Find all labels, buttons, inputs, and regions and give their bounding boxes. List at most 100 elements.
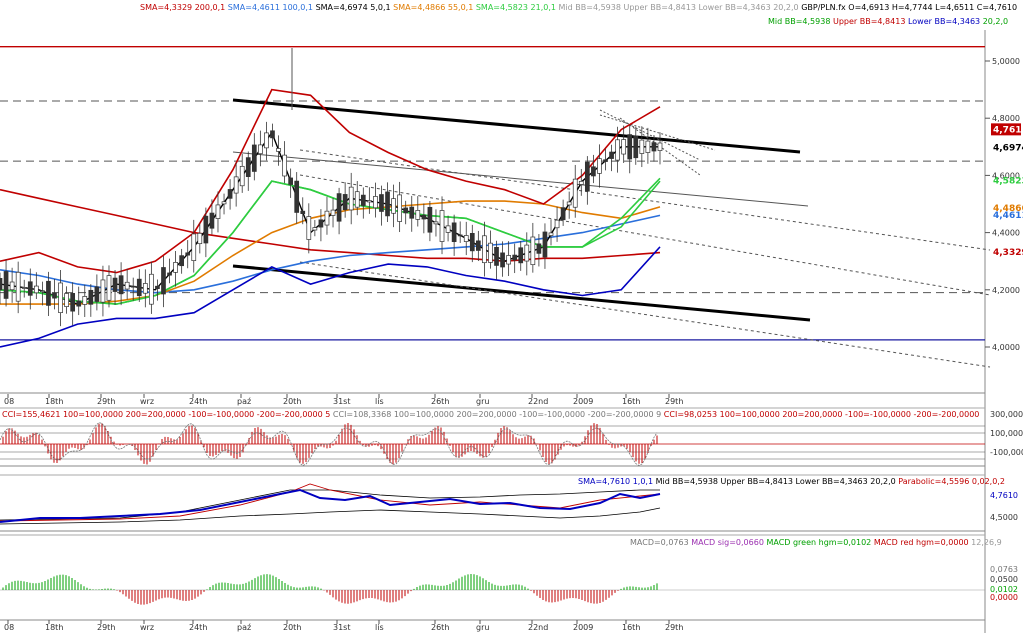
candle-body [70,293,76,312]
candle-body [251,144,257,172]
header-item-4: SMA=4,5823 21,0,1 [476,3,559,12]
x-tick-label: paź [237,623,251,632]
candle-body [130,285,136,288]
x-tick-label: lis [375,397,384,406]
overlay-axis: 4,7610 4,5000 [990,491,1018,522]
overlay-legend: SMA=4,7610 1,0,1 Mid BB=4,5938 Upper BB=… [578,477,1005,486]
macd-legend-item-4: 12,26,9 [971,538,1002,547]
candle-body [572,178,578,208]
candle-body [124,281,130,290]
candle-body [221,201,227,205]
axis-label: 300,0000 [990,410,1023,419]
candle-body [167,272,172,276]
candle-body [379,194,384,212]
candle-body [415,210,421,220]
x-tick-label: gru [476,397,489,406]
axis-label: 4,5000 [990,513,1018,522]
candle-body [52,292,57,299]
macd-panel: MACD=0,0763 MACD sig=0,0660 MACD green h… [0,534,1018,621]
candle-body [482,235,487,264]
channel-mid-line [232,151,809,207]
candle-body [276,148,281,152]
candle-body [21,287,27,289]
header-item-5: Mid BB=4,5938 Upper BB=4,8413 Lower BB=4… [559,3,802,12]
candle-body [264,132,269,149]
series-lower-bb [0,246,661,348]
fan-line-5 [599,109,701,161]
price-tag-label: 4,7610 [993,125,1023,135]
price-axis-ticks: 5,0000 4,8000 4,6000 4,4000 4,2000 4,0000 [985,57,1020,352]
overlay-legend-item-0: SMA=4,7610 1,0,1 [578,477,656,486]
candle-body [463,235,469,242]
candle-body [385,191,390,217]
channel-upper-line [232,98,801,154]
cci-line [0,422,658,466]
candle-body [239,165,245,187]
candle-body [354,191,360,208]
axis-label: 0,0500 [990,575,1018,584]
candle-body [536,243,542,254]
macd-legend: MACD=0,0763 MACD sig=0,0660 MACD green h… [630,538,1002,547]
x-tick-label: wrz [140,623,154,632]
candle-body [324,210,330,226]
candle-body [136,278,142,297]
candle-body [439,210,445,242]
candle-body [33,285,39,294]
y-tick-label: 4,8000 [992,114,1020,123]
candle-body [506,255,511,265]
overlay-upper-band [0,489,660,521]
x-tick-label: 2009 [573,397,593,406]
candle-body [336,193,342,222]
candle-body [657,142,663,151]
candle-body [391,198,396,214]
x-tick-label: 08 [4,623,14,632]
candle-body [475,240,481,251]
candle-body [639,139,645,154]
cci-histogram [2,423,658,465]
candle-body [578,180,584,185]
candle-body [9,281,15,291]
candle-body [185,252,191,256]
candle-body [106,275,112,301]
header-item-6: GBP/PLN.fx O=4,6913 H=4,7744 L=4,6511 C=… [801,3,1017,12]
y-tick-label: 4,4000 [992,229,1020,238]
candle-body [15,271,21,302]
candle-body [373,196,378,209]
x-tick-label: 31st [333,397,350,406]
candle-body [427,206,433,233]
candle-body [584,161,590,192]
candle-body [179,255,185,267]
candle-body [548,232,554,236]
x-tick-label: wrz [140,397,154,406]
candle-body [512,254,518,261]
candle-body [403,207,409,214]
candle-body [0,278,3,291]
header-bb-item-1: Upper BB=4,8413 [833,17,908,26]
candle-body [173,262,178,273]
horizontal-levels [0,46,985,341]
x-tick-label: 08 [4,397,14,406]
macd-legend-item-3: MACD red hgm=0,0000 [874,538,971,547]
x-tick-label: 24th [189,623,207,632]
macd-histogram [2,574,658,605]
price-tag-label: 4,6974 [993,144,1023,154]
price-tag-label: 4,5823 [993,176,1023,186]
x-tick-label: 29th [665,623,683,632]
candle-body [300,210,306,214]
candle-body [318,219,324,228]
x-tick-label: 16th [622,623,640,632]
cci-legend: CCI=155,4621 100=100,0000 200=200,0000 -… [2,410,979,419]
price-tag-label: 4,3329 [993,248,1023,258]
axis-label: 0,0000 [990,593,1018,602]
header-bb-item-2: Lower BB=4,3463 [908,17,983,26]
axis-label: 100,0000 [990,429,1023,438]
overlay-panel: SMA=4,7610 1,0,1 Mid BB=4,5938 Upper BB=… [0,474,1018,532]
series-sma-100-0-1 [0,214,661,294]
candle-body [100,279,106,303]
y-tick-label: 5,0000 [992,57,1020,66]
x-tick-label: 22nd [528,397,548,406]
candle-body [421,214,427,220]
candle-body [270,130,275,139]
